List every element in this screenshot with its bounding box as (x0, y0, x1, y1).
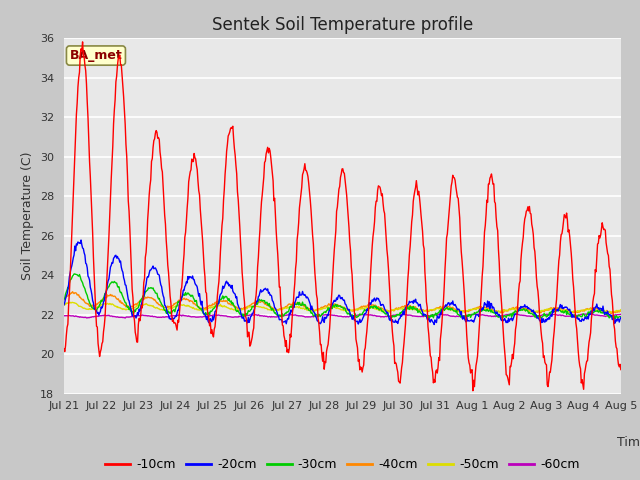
Legend: -10cm, -20cm, -30cm, -40cm, -50cm, -60cm: -10cm, -20cm, -30cm, -40cm, -50cm, -60cm (100, 453, 585, 476)
Y-axis label: Soil Temperature (C): Soil Temperature (C) (22, 152, 35, 280)
Title: Sentek Soil Temperature profile: Sentek Soil Temperature profile (212, 16, 473, 34)
X-axis label: Time: Time (616, 436, 640, 449)
Text: BA_met: BA_met (70, 49, 122, 62)
